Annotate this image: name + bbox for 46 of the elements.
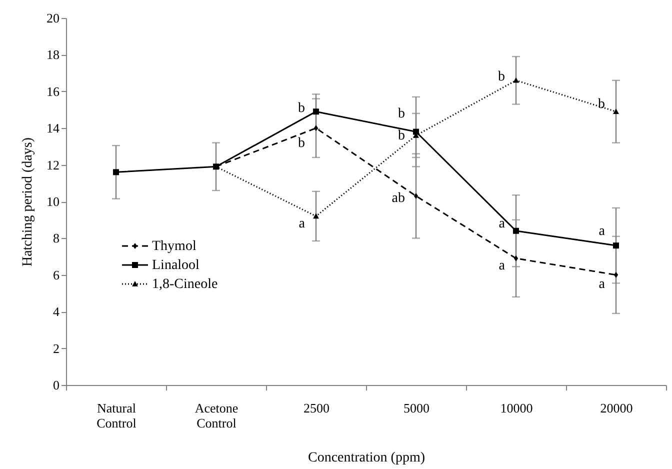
y-tick-label: 16 [46,84,60,99]
annotation: b [298,100,305,116]
y-tick-label: 10 [46,194,60,209]
x-tick-label: 2500 [304,400,330,416]
point [314,125,318,132]
point [613,242,619,249]
annotation: ab [392,190,405,206]
y-tick-label: 0 [53,378,60,392]
y-tick-label: 8 [53,230,60,246]
legend-label: 1,8-Cineole [152,277,218,292]
annotation: b [398,128,405,144]
y-tick-label: 2 [53,340,60,356]
annotation: b [298,136,305,151]
point [413,128,419,135]
annotation: b [598,97,605,112]
x-tick-label: 20000 [600,400,633,416]
point [313,108,319,115]
point [313,213,319,219]
x-axis-title: Concentration (ppm) [308,450,426,466]
legend-label: Thymol [152,239,196,254]
x-tick-label: Natural Control [96,400,137,430]
y-tick-label: 18 [46,47,60,62]
point [513,228,519,234]
x-tick-label: Acetone Control [194,400,238,430]
point [414,192,418,199]
y-tick-label: 12 [46,157,60,172]
y-tick-label: 6 [53,267,60,282]
y-tick-label: 4 [53,304,60,320]
annotation: a [498,216,506,232]
point [614,272,618,278]
point [513,77,519,83]
annotation: a [498,258,506,274]
x-tick-label: 5000 [404,400,430,416]
legend-label: Linalool [152,258,200,273]
y-axis-title: Hatching period (days) [20,137,36,267]
annotation: a [598,277,606,292]
y-tick-label: 14 [46,120,60,136]
annotation: b [498,70,505,85]
point [514,255,518,262]
x-tick-label: 10000 [500,400,533,416]
annotation: a [298,216,306,232]
annotation: a [598,224,606,239]
point [113,169,119,176]
annotation: b [398,106,405,122]
y-tick-label: 20 [46,10,60,26]
point [613,108,619,114]
